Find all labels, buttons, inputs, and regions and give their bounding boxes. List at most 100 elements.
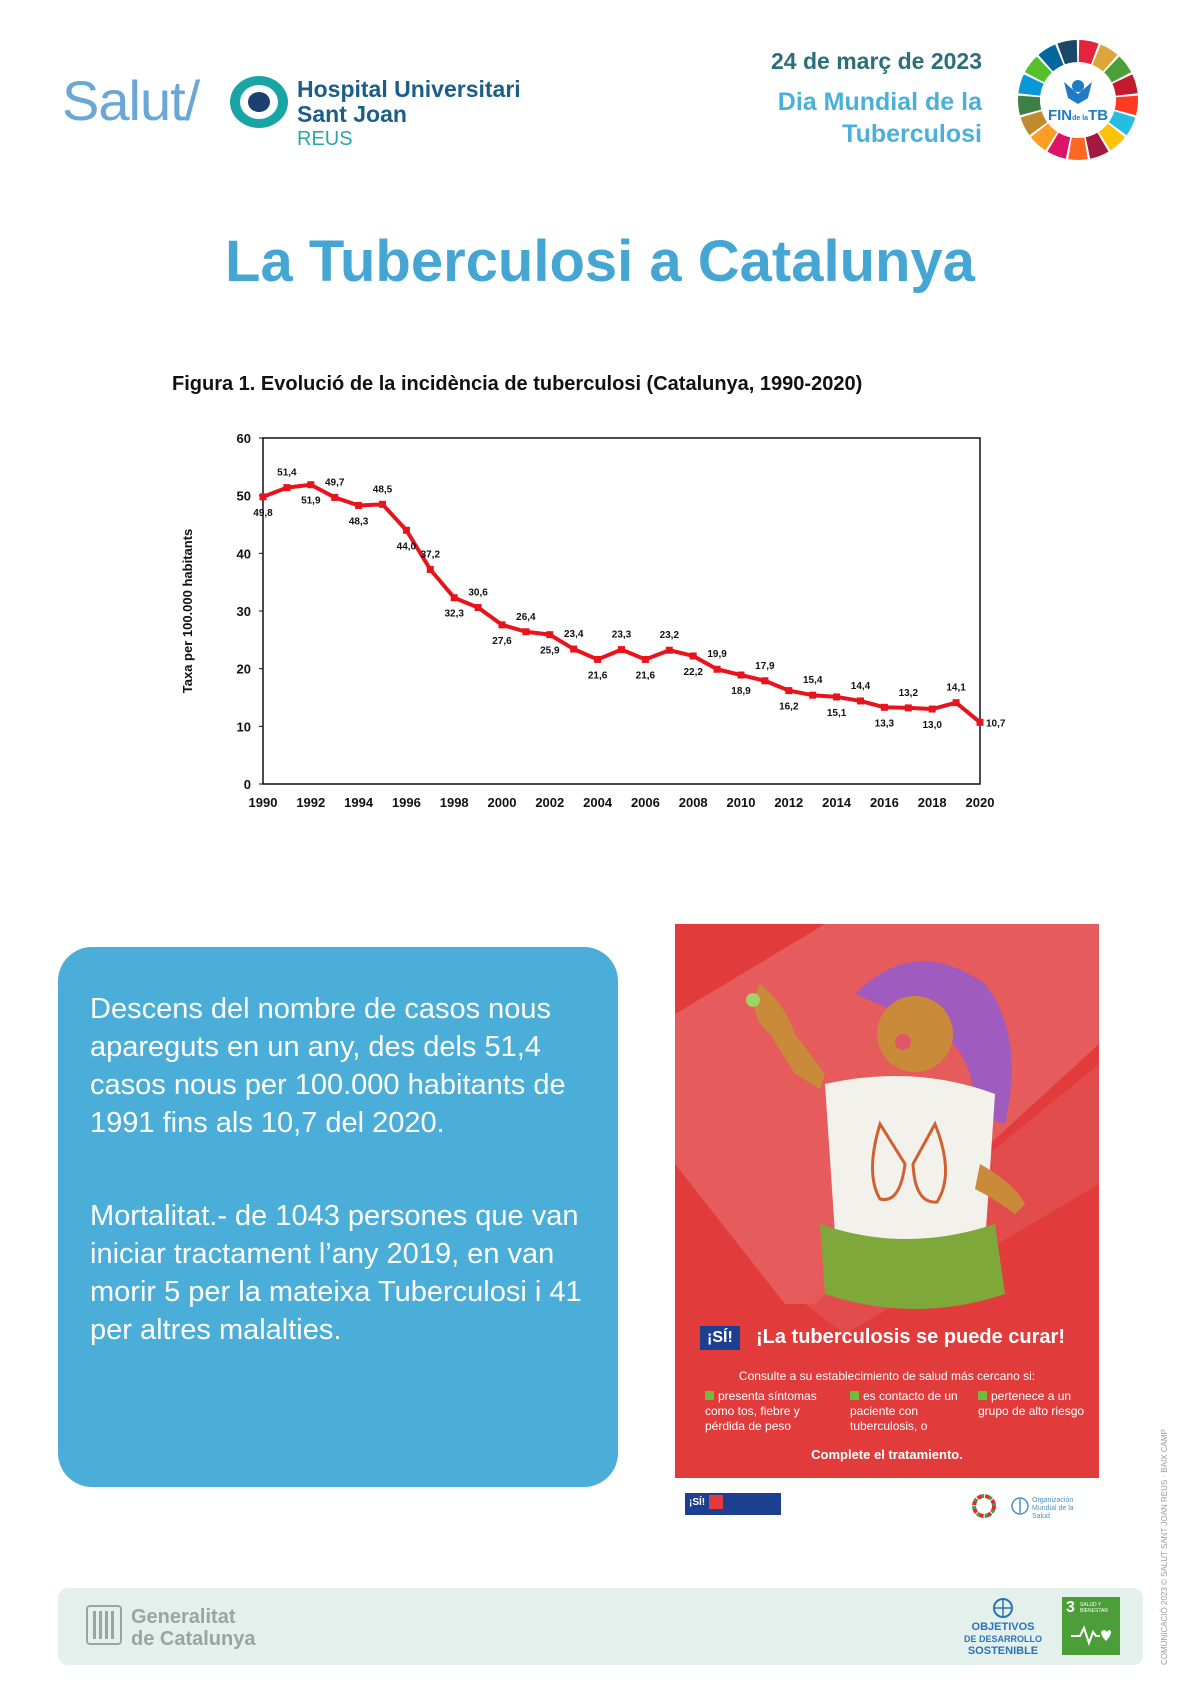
chart-title: Figura 1. Evolució de la incidència de t… (172, 373, 863, 395)
sdg3-tile: 3 SALUD Y BIENESTAR (1062, 1597, 1120, 1655)
wheel-segment (1024, 56, 1052, 83)
x-tick-label: 1994 (344, 795, 374, 810)
data-label: 25,9 (540, 646, 560, 657)
data-point (450, 594, 458, 602)
data-label: 48,5 (373, 484, 393, 495)
data-label: 13,3 (875, 718, 895, 729)
data-label: 49,8 (253, 508, 273, 519)
event-name-line2: Tuberculosi (842, 120, 982, 148)
data-point (785, 687, 793, 695)
data-label: 17,9 (755, 661, 775, 672)
data-label: 19,9 (707, 649, 727, 660)
data-point (498, 621, 506, 629)
data-label: 26,4 (516, 612, 536, 623)
plot-frame (262, 437, 981, 785)
x-tick-label: 2016 (870, 795, 899, 810)
wheel-segment (1114, 95, 1138, 116)
poster-item: presenta síntomas como tos, fiebre y pér… (705, 1389, 823, 1434)
salut-logo: Salut/ (62, 69, 200, 132)
generalitat-emblem-icon (86, 1605, 122, 1645)
sdg-small-wheel-icon (972, 1494, 996, 1518)
data-point (665, 646, 673, 654)
data-point (331, 493, 339, 501)
x-tick-label: 1998 (440, 795, 469, 810)
y-axis-label: Taxa per 100.000 habitants (180, 529, 195, 694)
character-face (877, 996, 953, 1072)
y-tick-label: 30 (237, 604, 251, 619)
hospital-logo-icon (230, 76, 288, 128)
character-shirt (825, 1076, 995, 1250)
wheel-segment (1047, 132, 1071, 159)
poster-item-text: pertenece a un grupo de alto riesgo (978, 1389, 1085, 1418)
poster-campaign-badge: ¡SÍ! (685, 1493, 781, 1515)
summary-paragraph-incidence: Descens del nombre de casos nous aparegu… (90, 993, 566, 1139)
ods-line2: DE DESARROLLO (963, 1634, 1042, 1644)
who-text: Organización Mundial de la Salud (1032, 1497, 1074, 1520)
check-icon (850, 1391, 859, 1400)
wheel-segment (1057, 40, 1078, 65)
ods-line1: OBJETIVOS (971, 1621, 1035, 1633)
data-point (928, 705, 936, 713)
wheel-segment (1092, 44, 1118, 72)
wheel-segment (1030, 123, 1058, 151)
data-label: 13,0 (922, 720, 942, 731)
x-tick-label: 2018 (918, 795, 947, 810)
data-point (402, 526, 410, 534)
who-poster (675, 924, 1099, 1478)
end-tb-wheel-logo: FINde laTB (1018, 40, 1138, 160)
wheel-segment (1078, 40, 1099, 65)
data-label: 23,3 (612, 630, 632, 641)
data-label: 21,6 (636, 670, 656, 681)
hospital-name-line2: Sant Joan (297, 101, 407, 127)
data-label: 22,2 (683, 667, 703, 678)
check-icon (705, 1391, 714, 1400)
data-point (283, 484, 291, 492)
x-tick-label: 2006 (631, 795, 660, 810)
generalitat-line2: de Catalunya (131, 1628, 256, 1650)
summary-paragraph-mortality: Mortalitat.- de 1043 persones que van in… (90, 1200, 582, 1346)
incidence-line-chart: Taxa per 100.000 habitants 0 10 20 30 40 50 60… (180, 431, 1006, 810)
data-point (976, 718, 984, 726)
data-label: 15,4 (803, 675, 823, 686)
data-point (307, 481, 315, 489)
generalitat-logo-text: Generalitat de Catalunya (131, 1606, 255, 1650)
data-label: 16,2 (779, 702, 799, 713)
data-label: 51,9 (301, 496, 321, 507)
data-point (761, 677, 769, 685)
data-point (809, 691, 817, 699)
data-point (833, 693, 841, 701)
sdg3-label: SALUD Y BIENESTAR (1080, 1602, 1108, 1614)
data-label: 49,7 (325, 477, 345, 488)
poster-subtitle: Consulte a su establecimiento de salud m… (738, 1369, 1036, 1383)
wheel-segment (1068, 137, 1088, 160)
data-label: 48,3 (349, 516, 369, 527)
heartbeat-icon (1071, 1625, 1111, 1647)
event-name-line1: Dia Mundial de la (777, 88, 982, 116)
y-tick-label: 50 (237, 489, 251, 504)
data-label: 30,6 (468, 588, 488, 599)
data-point (570, 645, 578, 653)
data-label: 23,4 (564, 629, 584, 640)
data-point (522, 628, 530, 636)
y-tick-label: 0 (244, 777, 251, 792)
who-emblem-icon (1011, 1497, 1029, 1515)
data-label: 44,0 (397, 541, 417, 552)
data-label: 10,7 (986, 718, 1006, 729)
event-name: Dia Mundial de la Tuberculosi (778, 86, 982, 150)
data-point (713, 665, 721, 673)
data-point (857, 697, 864, 705)
poster-item-text: es contacto de un paciente con tuberculo… (850, 1389, 958, 1433)
data-point (904, 704, 912, 712)
data-label: 32,3 (444, 609, 464, 620)
footer-bar (58, 1588, 1143, 1665)
x-tick-label: 1992 (296, 795, 325, 810)
data-label: 23,2 (660, 630, 680, 641)
wheel-segment (1098, 123, 1126, 151)
data-point (689, 652, 697, 660)
check-icon (978, 1391, 987, 1400)
x-tick-label: 1996 (392, 795, 421, 810)
data-point (952, 699, 960, 707)
poster-illustration (675, 924, 1099, 1334)
poster-badge: ¡SÍ! (700, 1326, 740, 1350)
x-tick-label: 2014 (822, 795, 852, 810)
